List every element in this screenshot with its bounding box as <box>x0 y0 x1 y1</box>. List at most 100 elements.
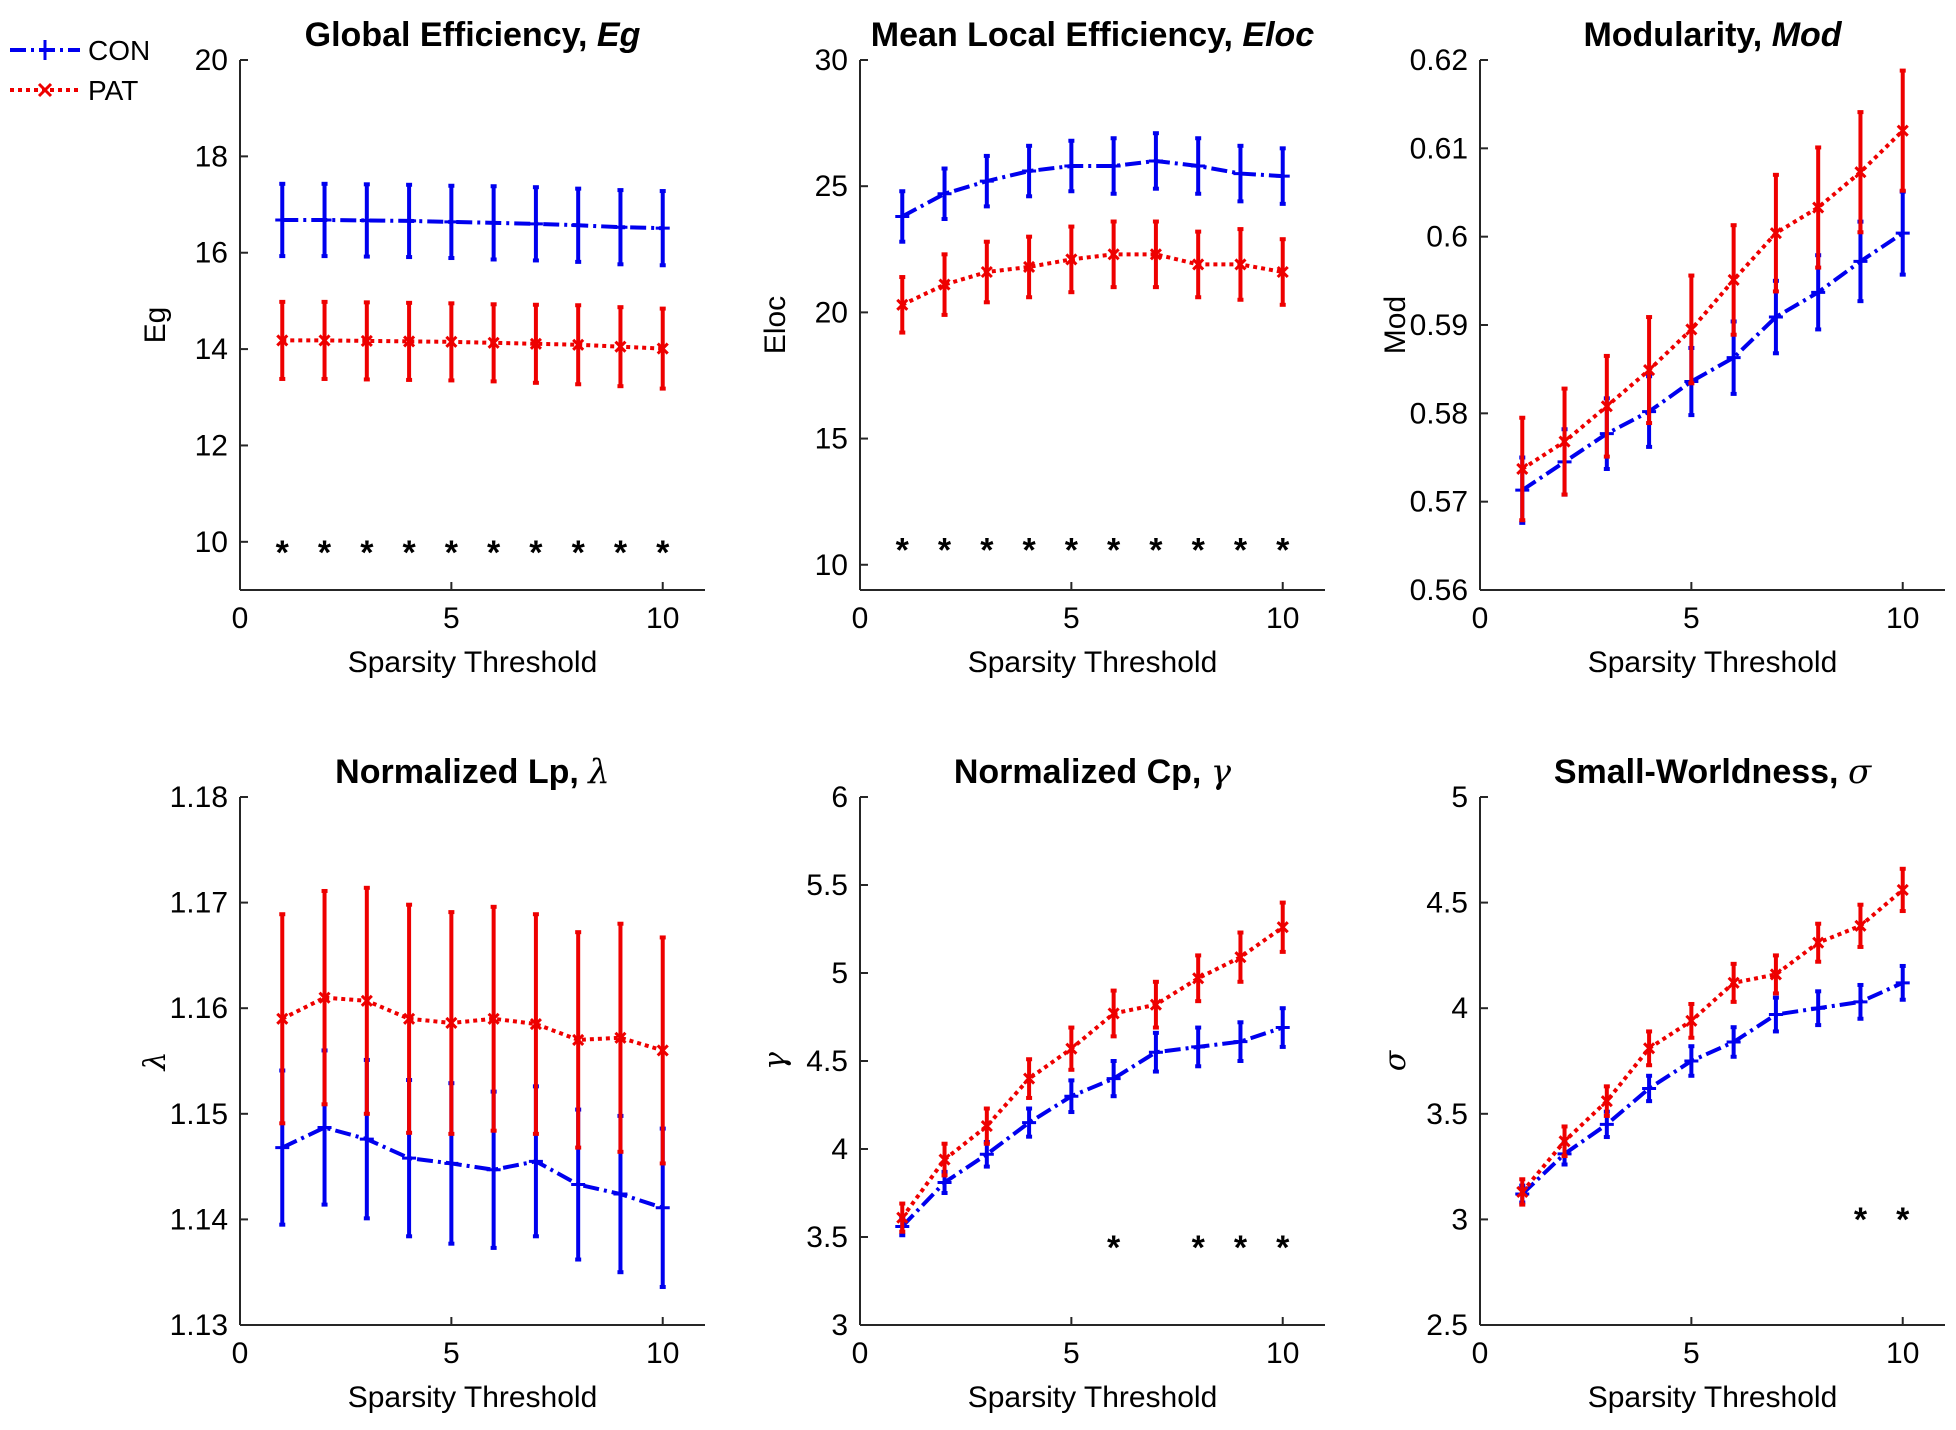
y-axis-label: Eloc <box>759 296 792 354</box>
y-tick-label: 5.5 <box>806 869 848 902</box>
y-tick-label: 1.14 <box>170 1203 228 1236</box>
y-tick-label: 15 <box>815 423 848 456</box>
y-tick-label: 0.59 <box>1410 309 1468 342</box>
significance-star: * <box>1234 532 1248 570</box>
chart-title: Normalized Lp, λ <box>335 752 610 792</box>
data-point <box>1191 1039 1206 1054</box>
x-axis-label: Sparsity Threshold <box>1588 1381 1838 1414</box>
chart-title-text: Modularity, <box>1583 16 1771 54</box>
y-tick-label: 10 <box>195 526 228 559</box>
data-point <box>1726 1034 1741 1049</box>
y-tick-label: 0.58 <box>1410 397 1468 430</box>
chart-title-text: Mean Local Efficiency, <box>871 16 1243 54</box>
series-line <box>1520 981 1904 1196</box>
data-point <box>444 1156 459 1171</box>
data-point <box>487 336 500 349</box>
data-point <box>1812 201 1825 214</box>
significance-star: * <box>402 534 416 572</box>
series-line <box>900 925 1284 1219</box>
data-point <box>571 218 586 233</box>
data-point <box>1148 1045 1163 1060</box>
x-axis-label: Sparsity Threshold <box>1588 646 1838 679</box>
x-tick-label: 5 <box>443 602 460 635</box>
series-pat <box>1516 68 1909 523</box>
significance-star: * <box>1276 1229 1290 1267</box>
y-tick-label: 0.56 <box>1410 574 1468 607</box>
chart-panel-2: 0 5 10 10 15 20 25 30 Mean Local Efficiency, Elo… <box>759 16 1325 679</box>
chart-title: Normalized Cp, γ <box>954 752 1232 792</box>
data-point <box>444 214 459 229</box>
y-tick-label: 20 <box>195 44 228 77</box>
series-line <box>282 217 663 231</box>
data-point <box>1768 310 1783 325</box>
data-point <box>276 1012 289 1025</box>
data-point <box>938 278 951 291</box>
data-point <box>317 212 332 227</box>
data-point <box>276 334 289 347</box>
y-tick-label: 1.17 <box>170 887 228 920</box>
chart-panel-5: 0 5 10 3 3.5 4 4.5 5 5.5 6 Normalized Cp, γ Sparsit… <box>758 752 1325 1414</box>
x-tick-label: 5 <box>1063 1337 1080 1370</box>
y-axis-label: Mod <box>1379 296 1412 354</box>
chart-title: Modularity, Mod <box>1583 16 1842 54</box>
y-tick-label: 4.5 <box>806 1045 848 1078</box>
data-point <box>980 265 993 279</box>
data-point <box>979 174 994 189</box>
data-point <box>360 994 373 1007</box>
y-tick-label: 1.13 <box>170 1309 228 1342</box>
y-axis-label: γ <box>758 1052 793 1070</box>
data-point <box>1643 363 1656 377</box>
significance-star: * <box>1896 1201 1910 1239</box>
data-point <box>1558 435 1571 448</box>
data-point <box>1896 883 1909 896</box>
series-line <box>1521 129 1905 471</box>
x-axis-label: Sparsity Threshold <box>348 646 598 679</box>
x-tick-label: 5 <box>1063 602 1080 635</box>
chart-panel-4: 0 5 10 1.13 1.14 1.15 1.16 1.17 1.18 Normalized L… <box>138 752 705 1414</box>
legend-box <box>4 28 174 108</box>
y-tick-label: 2.5 <box>1426 1309 1468 1342</box>
x-tick-label: 5 <box>1683 1337 1700 1370</box>
data-point <box>1149 248 1162 261</box>
data-point <box>1516 1185 1529 1199</box>
data-point <box>1275 169 1290 184</box>
data-point <box>318 334 331 347</box>
significance-star: * <box>360 534 374 572</box>
significance-star: * <box>445 534 459 572</box>
data-point <box>359 1132 374 1147</box>
chart-title-symbol: λ <box>586 752 610 792</box>
data-point <box>1727 976 1740 989</box>
series-line <box>901 158 1283 219</box>
y-tick-label: 1.16 <box>170 992 228 1025</box>
data-point <box>656 342 669 355</box>
chart-title: Small-Worldness, σ <box>1554 752 1872 792</box>
x-tick-label: 10 <box>1886 1337 1919 1370</box>
legend: CON PAT <box>4 28 174 108</box>
data-point <box>1064 1089 1079 1104</box>
data-point <box>402 1151 417 1166</box>
data-point <box>655 221 670 236</box>
data-point <box>1065 253 1078 266</box>
data-point <box>487 1012 500 1025</box>
x-tick-label: 10 <box>646 602 679 635</box>
data-point <box>1149 998 1162 1011</box>
y-tick-label: 5 <box>1451 781 1468 814</box>
data-point <box>1642 1081 1657 1096</box>
data-point <box>613 220 628 235</box>
data-point <box>937 1175 952 1190</box>
y-tick-label: 16 <box>195 237 228 270</box>
data-point <box>1106 159 1121 173</box>
data-point <box>1023 260 1036 274</box>
series-line <box>281 1125 664 1210</box>
chart-title-symbol: Mod <box>1772 16 1843 54</box>
y-tick-label: 25 <box>815 170 848 203</box>
data-point <box>938 1153 951 1166</box>
significance-star: * <box>1107 1229 1121 1267</box>
y-tick-label: 1.18 <box>170 781 228 814</box>
chart-title-text: Small-Worldness, <box>1554 753 1848 791</box>
chart-title: Global Efficiency, Eg <box>305 16 641 54</box>
chart-panel-1: 0 5 10 10 12 14 16 18 20 Global Efficiency, Eg Spa… <box>139 16 705 679</box>
data-point <box>1107 248 1120 261</box>
data-point <box>613 1187 628 1202</box>
